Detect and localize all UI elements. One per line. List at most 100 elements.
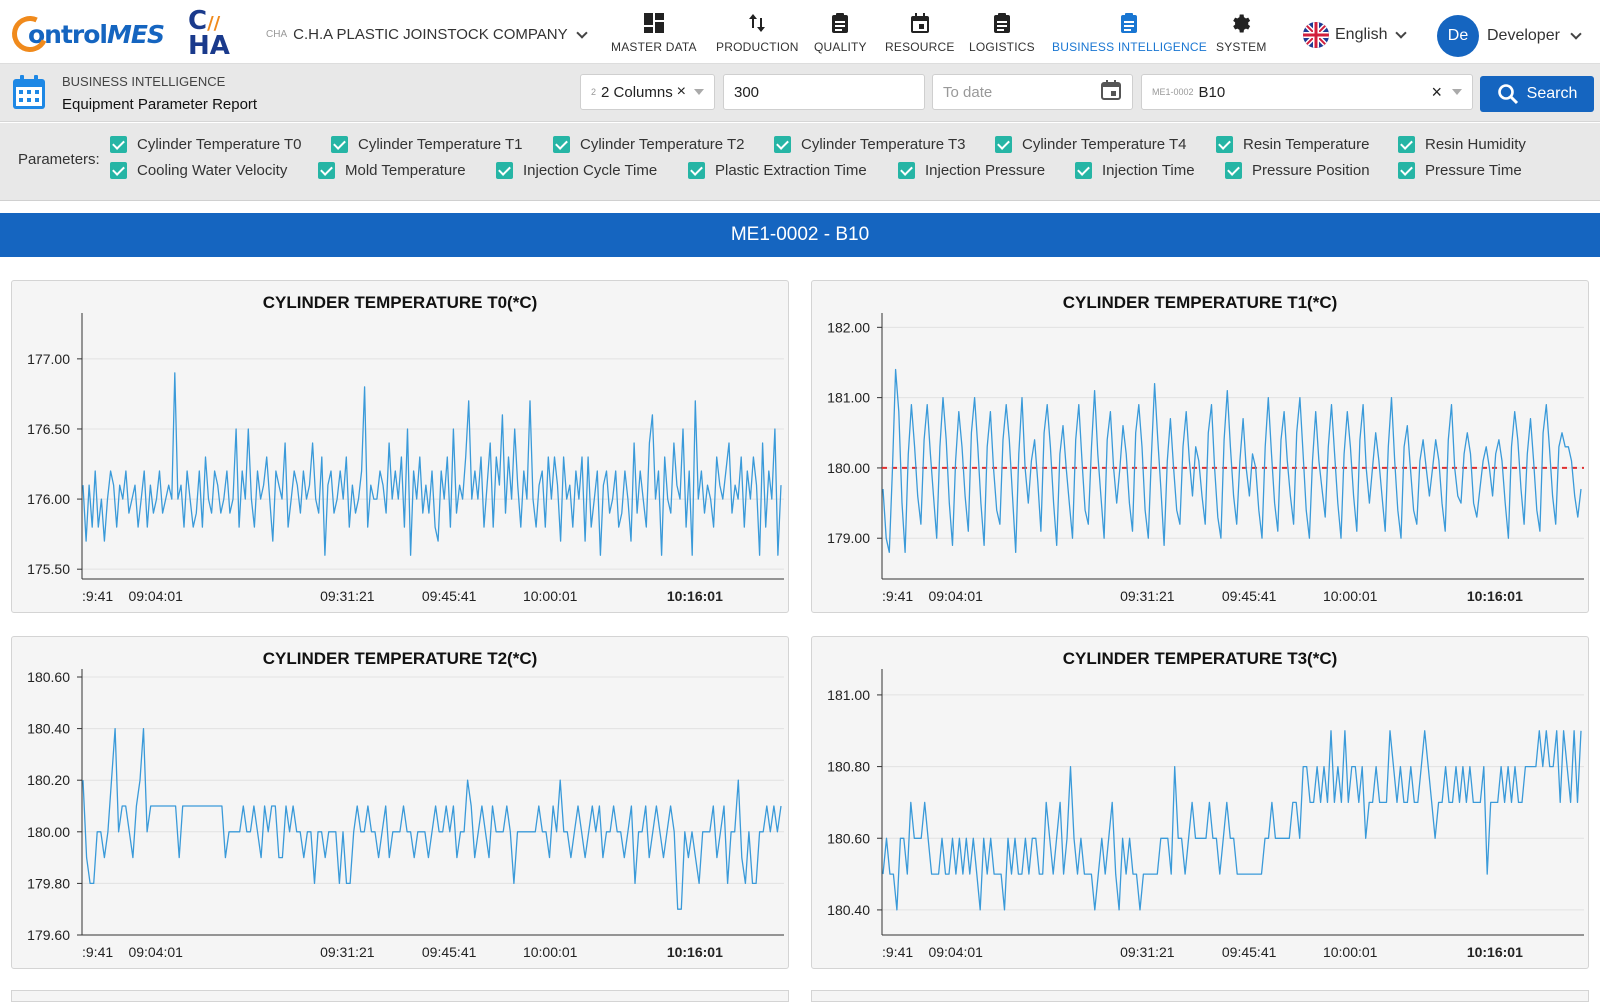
checkbox-checked-icon[interactable] — [318, 162, 335, 179]
nav-production[interactable]: PRODUCTION — [716, 12, 799, 54]
nav-master-data[interactable]: MASTER DATA — [611, 12, 697, 54]
parameter-checkbox[interactable]: Injection Time — [1075, 162, 1195, 179]
to-date-field[interactable] — [943, 83, 1100, 101]
parameter-checkbox[interactable]: Cylinder Temperature T1 — [331, 136, 523, 153]
x-tick-label: 10:16:01 — [667, 588, 723, 604]
x-tick-label: 09:45:41 — [422, 588, 477, 604]
parameter-checkbox[interactable]: Pressure Position — [1225, 162, 1370, 179]
checkbox-checked-icon[interactable] — [774, 136, 791, 153]
chevron-down-icon — [575, 26, 588, 39]
x-tick-label: 09:45:41 — [1222, 944, 1277, 960]
columns-value: 2 Columns — [601, 83, 673, 101]
search-icon — [1497, 84, 1518, 105]
parameter-checkbox[interactable]: Cylinder Temperature T2 — [553, 136, 745, 153]
parameter-label: Resin Humidity — [1425, 136, 1526, 153]
checkbox-checked-icon[interactable] — [496, 162, 513, 179]
checkbox-checked-icon[interactable] — [1075, 162, 1092, 179]
checkbox-checked-icon[interactable] — [331, 136, 348, 153]
x-tick-label: :9:41 — [882, 588, 913, 604]
limit-input[interactable] — [723, 74, 925, 110]
checkbox-checked-icon[interactable] — [553, 136, 570, 153]
y-tick-label: 180.40 — [27, 721, 70, 737]
parameter-checkbox[interactable]: Resin Temperature — [1216, 136, 1369, 153]
chart-t0: 177.00 176.50 176.00 175.50:9:41 09:04:01 09:… — [27, 313, 784, 604]
checkbox-checked-icon[interactable] — [688, 162, 705, 179]
dropdown-caret-icon[interactable] — [694, 89, 704, 95]
columns-select[interactable]: 2 2 Columns × — [580, 74, 715, 110]
parameter-label: Pressure Time — [1425, 162, 1522, 179]
dropdown-caret-icon[interactable] — [1452, 89, 1462, 95]
clear-icon[interactable]: × — [676, 83, 686, 100]
nav-label: LOGISTICS — [969, 40, 1035, 54]
checkbox-checked-icon[interactable] — [110, 136, 127, 153]
company-selector[interactable]: CHA C.H.A PLASTIC JOINSTOCK COMPANY — [266, 26, 588, 43]
search-button[interactable]: Search — [1480, 76, 1594, 112]
avatar: De — [1437, 15, 1479, 57]
parameter-checkbox[interactable]: Cylinder Temperature T3 — [774, 136, 966, 153]
logo-c-mark — [6, 10, 54, 58]
controlmes-logo[interactable]: ontrolMES — [6, 10, 165, 58]
checkbox-checked-icon[interactable] — [898, 162, 915, 179]
y-tick-label: 179.00 — [827, 530, 870, 546]
checkbox-checked-icon[interactable] — [995, 136, 1012, 153]
y-tick-label: 179.80 — [27, 875, 70, 891]
nav-system[interactable]: SYSTEM — [1216, 12, 1267, 54]
y-tick-label: 180.40 — [827, 902, 870, 918]
parameter-checkbox[interactable]: Mold Temperature — [318, 162, 466, 179]
x-tick-label: 10:00:01 — [523, 588, 578, 604]
nav-quality[interactable]: QUALITY — [814, 12, 867, 54]
parameter-label: Pressure Position — [1252, 162, 1370, 179]
equipment-select[interactable]: ME1-0002 B10 × — [1141, 74, 1473, 110]
series-line[interactable] — [882, 730, 1582, 911]
x-tick-label: 09:04:01 — [928, 588, 983, 604]
chart-t1: 182.00 181.00 180.00 179.00:9:41 09:04:01 09:… — [827, 313, 1584, 604]
x-tick-label: :9:41 — [82, 944, 113, 960]
checkbox-checked-icon[interactable] — [1398, 162, 1415, 179]
nav-label: SYSTEM — [1216, 40, 1267, 54]
series-line[interactable] — [82, 727, 782, 910]
nav-label: PRODUCTION — [716, 40, 799, 54]
y-tick-label: 180.60 — [27, 669, 70, 685]
y-tick-label: 181.00 — [827, 390, 870, 406]
user-menu[interactable]: De Developer — [1437, 15, 1582, 57]
parameter-checkbox[interactable]: Cylinder Temperature T4 — [995, 136, 1187, 153]
parameter-checkbox[interactable]: Cylinder Temperature T0 — [110, 136, 302, 153]
parameter-checkbox[interactable]: Cooling Water Velocity — [110, 162, 287, 179]
parameter-checkbox[interactable]: Plastic Extraction Time — [688, 162, 867, 179]
nav-label: QUALITY — [814, 40, 867, 54]
series-line[interactable] — [82, 372, 782, 556]
equipment-code: ME1-0002 — [1152, 87, 1194, 97]
language-selector[interactable]: English — [1303, 22, 1408, 48]
y-tick-label: 181.00 — [827, 687, 870, 703]
checkbox-checked-icon[interactable] — [110, 162, 127, 179]
to-date-input[interactable] — [932, 74, 1133, 110]
y-tick-label: 179.60 — [27, 927, 70, 943]
cha-logo-line1: C — [188, 6, 208, 36]
clear-icon[interactable]: × — [1431, 81, 1442, 102]
parameter-checkbox[interactable]: Injection Pressure — [898, 162, 1045, 179]
search-label: Search — [1526, 85, 1578, 102]
parameter-checkbox[interactable]: Resin Humidity — [1398, 136, 1526, 153]
chart-title: CYLINDER TEMPERATURE T0(*C) — [262, 293, 538, 312]
sort-arrows-icon — [746, 12, 768, 34]
uk-flag-icon — [1303, 22, 1329, 48]
chart-card-t1: CYLINDER TEMPERATURE T1(*C) 182.00 181.00… — [811, 280, 1589, 613]
clipboard-list-icon — [991, 12, 1013, 34]
parameter-checkbox[interactable]: Injection Cycle Time — [496, 162, 657, 179]
parameter-checkbox[interactable]: Pressure Time — [1398, 162, 1522, 179]
nav-resource[interactable]: RESOURCE — [885, 12, 955, 54]
parameter-label: Cylinder Temperature T1 — [358, 136, 523, 153]
checkbox-checked-icon[interactable] — [1398, 136, 1415, 153]
calendar-picker-icon[interactable] — [1100, 79, 1122, 106]
x-tick-label: 10:16:01 — [1467, 588, 1523, 604]
calendar-report-icon — [12, 74, 46, 110]
checkbox-checked-icon[interactable] — [1216, 136, 1233, 153]
y-tick-label: 177.00 — [27, 351, 70, 367]
series-line[interactable] — [882, 368, 1582, 553]
x-tick-label: 09:45:41 — [1222, 588, 1277, 604]
checkbox-checked-icon[interactable] — [1225, 162, 1242, 179]
nav-business-intelligence[interactable]: BUSINESS INTELLIGENCE — [1052, 12, 1207, 54]
limit-field[interactable] — [734, 83, 914, 101]
y-tick-label: 180.20 — [27, 772, 70, 788]
nav-logistics[interactable]: LOGISTICS — [969, 12, 1035, 54]
